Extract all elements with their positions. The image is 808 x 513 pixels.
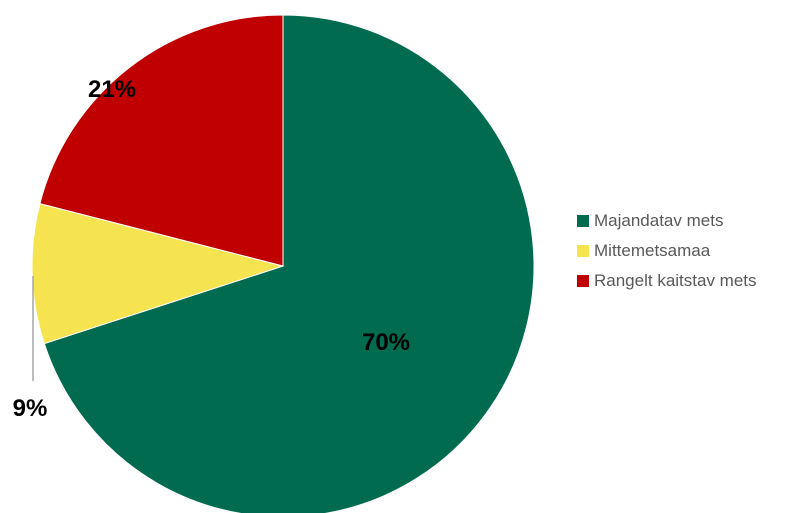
legend-label-rangelt-kaitstav-mets: Rangelt kaitstav mets	[594, 271, 757, 290]
legend-item-majandatav-mets: Majandatav mets	[577, 206, 757, 236]
pie-slices	[31, 14, 535, 513]
chart-legend: Majandatav mets Mittemetsamaa Rangelt ka…	[577, 206, 757, 296]
pie-slice-rangelt-kaitstav-mets	[39, 14, 284, 267]
legend-swatch-mittemetsamaa	[577, 245, 589, 257]
data-label-rangelt-kaitstav-mets: 21%	[88, 76, 136, 103]
legend-swatch-rangelt-kaitstav-mets	[577, 275, 589, 287]
legend-label-mittemetsamaa: Mittemetsamaa	[594, 241, 711, 260]
legend-item-mittemetsamaa: Mittemetsamaa	[577, 236, 757, 266]
pie-slice-majandatav-mets	[43, 14, 535, 513]
legend-swatch-majandatav-mets	[577, 215, 589, 227]
pie-slice-mittemetsamaa	[31, 202, 285, 345]
legend-item-rangelt-kaitstav-mets: Rangelt kaitstav mets	[577, 266, 757, 296]
data-label-majandatav-mets: 70%	[362, 329, 410, 356]
legend-label-majandatav-mets: Majandatav mets	[594, 211, 724, 230]
data-label-mittemetsamaa: 9%	[13, 395, 48, 422]
